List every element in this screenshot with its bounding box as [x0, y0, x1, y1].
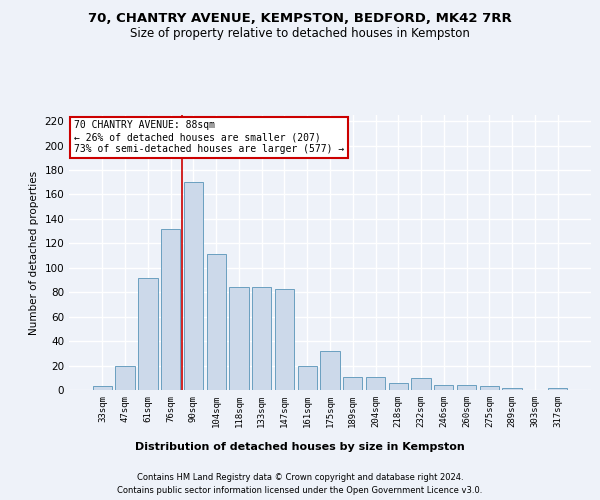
Bar	[184, 182, 203, 390]
Text: Distribution of detached houses by size in Kempston: Distribution of detached houses by size …	[135, 442, 465, 452]
Bar	[206, 254, 226, 390]
Bar	[275, 288, 294, 390]
Bar	[502, 388, 522, 390]
Text: Size of property relative to detached houses in Kempston: Size of property relative to detached ho…	[130, 28, 470, 40]
Bar	[457, 385, 476, 390]
Bar	[412, 378, 431, 390]
Bar	[320, 351, 340, 390]
Y-axis label: Number of detached properties: Number of detached properties	[29, 170, 39, 334]
Bar	[93, 386, 112, 390]
Bar	[229, 288, 248, 390]
Bar	[252, 288, 271, 390]
Bar	[548, 388, 567, 390]
Text: Contains HM Land Registry data © Crown copyright and database right 2024.: Contains HM Land Registry data © Crown c…	[137, 472, 463, 482]
Bar	[298, 366, 317, 390]
Bar	[389, 382, 408, 390]
Bar	[479, 386, 499, 390]
Bar	[115, 366, 135, 390]
Bar	[366, 376, 385, 390]
Text: Contains public sector information licensed under the Open Government Licence v3: Contains public sector information licen…	[118, 486, 482, 495]
Bar	[161, 228, 181, 390]
Bar	[138, 278, 158, 390]
Bar	[343, 376, 362, 390]
Bar	[434, 385, 454, 390]
Text: 70 CHANTRY AVENUE: 88sqm
← 26% of detached houses are smaller (207)
73% of semi-: 70 CHANTRY AVENUE: 88sqm ← 26% of detach…	[74, 120, 344, 154]
Text: 70, CHANTRY AVENUE, KEMPSTON, BEDFORD, MK42 7RR: 70, CHANTRY AVENUE, KEMPSTON, BEDFORD, M…	[88, 12, 512, 26]
